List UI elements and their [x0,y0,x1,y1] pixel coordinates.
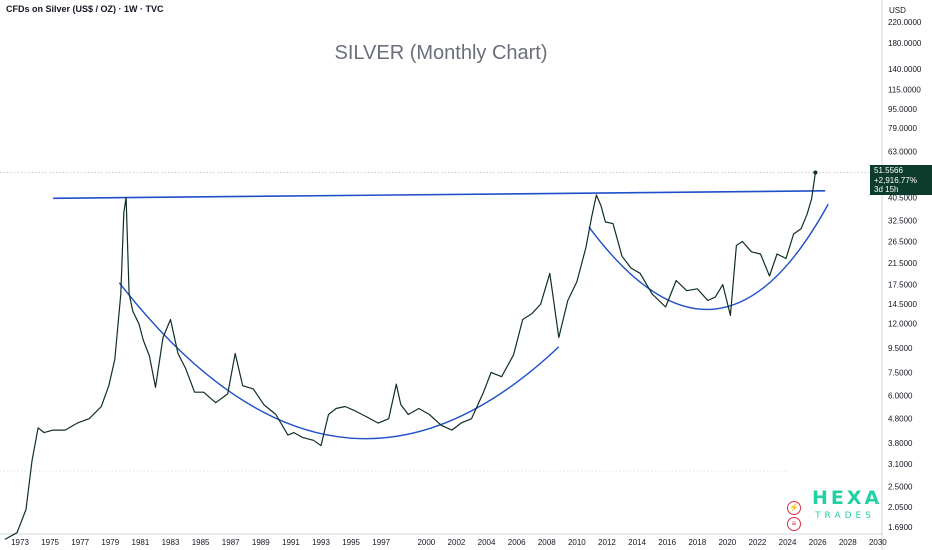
y-tick-label: 63.0000 [888,148,917,157]
y-tick-label: 3.8000 [888,439,913,448]
y-tick-label: 6.0000 [888,392,913,401]
chart-title: SILVER (Monthly Chart) [334,42,548,64]
bar-countdown: 3d 15h [874,185,899,194]
symbol-header[interactable]: CFDs on Silver (US$ / OZ) · 1W · TVC [6,4,164,14]
y-tick-label: 21.5000 [888,259,917,268]
brand-line2: TRADES [815,511,875,521]
x-tick-label: 2028 [839,538,857,547]
x-tick-label: 1983 [162,538,180,547]
x-tick-label: 2012 [598,538,616,547]
x-tick-label: 1991 [282,538,300,547]
y-tick-label: 220.0000 [888,18,922,27]
x-tick-label: 1987 [222,538,240,547]
y-tick-label: 3.1000 [888,460,913,469]
x-tick-label: 1977 [71,538,89,547]
y-tick-label: 26.5000 [888,238,917,247]
resistance-neckline [53,190,826,200]
x-tick-label: 2000 [417,538,435,547]
y-tick-label: 7.5000 [888,368,913,377]
y-tick-label: 40.5000 [888,194,917,203]
y-tick-label: 2.0500 [888,503,913,512]
percent-change: +2,916.77% [874,175,917,185]
x-tick-label: 1979 [101,538,119,547]
x-tick-label: 2016 [658,538,676,547]
silver-price-line [4,172,816,540]
y-tick-label: 115.0000 [888,85,921,94]
lightning-icon[interactable]: ⚡ [787,501,801,515]
x-tick-label: 1995 [342,538,360,547]
x-tick-label: 2010 [568,538,586,547]
x-tick-label: 2020 [718,538,736,547]
y-tick-label: 140.0000 [888,65,922,74]
brand-logo: HEXA TRADES [812,487,883,521]
y-tick-label: 1.6900 [888,523,913,532]
y-tick-label: 95.0000 [888,105,917,114]
last-price-tag: 51.5566 +2,916.77% 3d 15h [870,165,932,195]
y-tick-label: 32.5000 [888,216,917,225]
x-tick-label: 1981 [132,538,150,547]
cup-curve-handle [588,203,829,311]
brand-line1: HEXA [812,487,883,509]
x-tick-label: 1989 [252,538,270,547]
y-tick-label: 4.8000 [888,415,913,424]
x-tick-label: 2014 [628,538,646,547]
x-tick-label: 2018 [688,538,706,547]
x-tick-label: 2008 [538,538,556,547]
y-tick-label: 17.5000 [888,281,917,290]
x-tick-label: 1993 [312,538,330,547]
x-tick-label: 1973 [11,538,29,547]
x-tick-label: 2002 [448,538,466,547]
x-tick-label: 2004 [478,538,496,547]
x-tick-label: 2006 [508,538,526,547]
cup-curve-main [118,282,560,440]
y-tick-label: 2.5000 [888,482,913,491]
x-tick-label: 2030 [869,538,887,547]
x-tick-label: 1997 [372,538,390,547]
y-tick-label: 14.5000 [888,300,917,309]
y-tick-label: 9.5000 [888,344,913,353]
y-tick-label: 79.0000 [888,124,917,133]
us-flag-icon[interactable]: ≡ [787,517,801,531]
x-tick-label: 1985 [192,538,210,547]
x-tick-label: 1975 [41,538,59,547]
y-tick-label: 180.0000 [888,39,922,48]
y-tick-label: 12.0000 [888,320,917,329]
currency-label[interactable]: USD [889,6,906,15]
last-price: 51.5566 [874,166,903,175]
x-tick-label: 2022 [749,538,767,547]
x-tick-label: 2024 [779,538,797,547]
x-tick-label: 2026 [809,538,827,547]
last-price-dot [813,170,818,175]
